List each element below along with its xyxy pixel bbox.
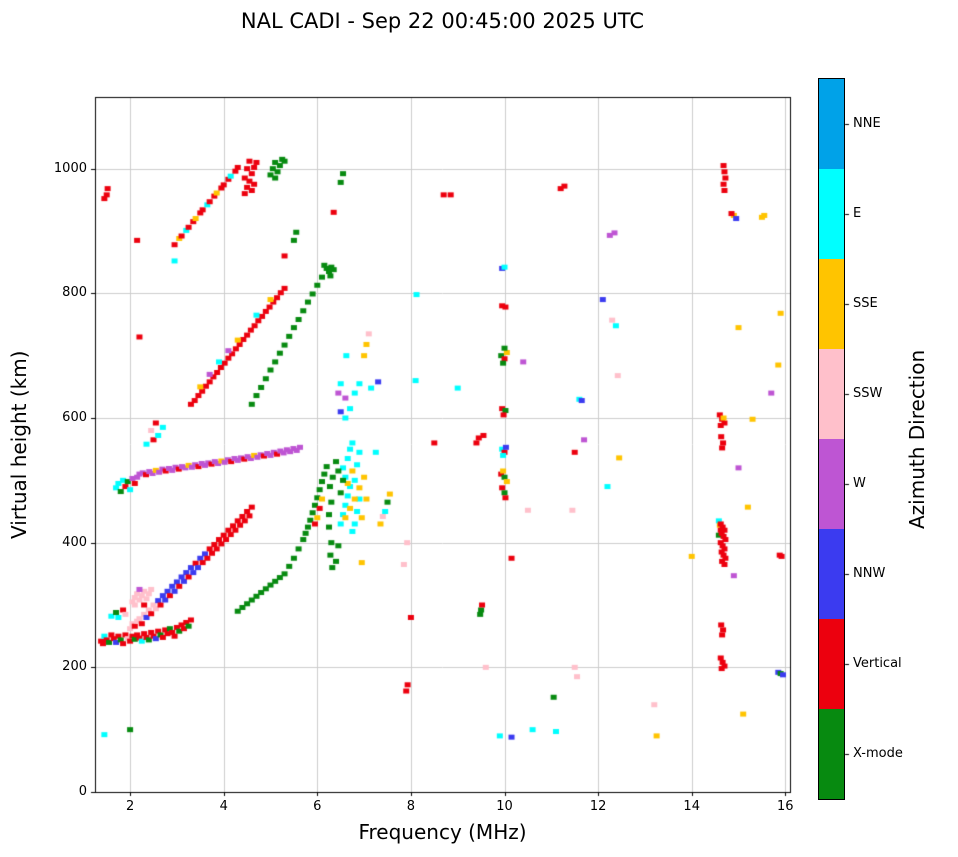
y-axis-label: Virtual height (km) [7, 350, 31, 539]
colorbar-segment-ssw [819, 349, 844, 439]
x-tick-label: 12 [589, 799, 607, 814]
colorbar-tick-label: E [853, 206, 862, 221]
y-tick-label: 0 [78, 784, 87, 799]
colorbar-segment-w [819, 439, 844, 529]
x-tick-label: 4 [219, 799, 228, 814]
colorbar-segment-x-mode [819, 709, 844, 799]
y-tick-label: 400 [62, 534, 87, 550]
colorbar-tick-label: X-mode [853, 746, 903, 761]
colorbar-tick-label: Vertical [853, 656, 902, 671]
y-tick-label: 600 [62, 410, 87, 425]
colorbar-tick-label: NNW [853, 566, 886, 581]
colorbar-segment-nne [819, 79, 844, 169]
x-tick-label: 8 [406, 799, 416, 814]
colorbar-segment-vertical [819, 619, 844, 709]
x-tick-label: 2 [125, 799, 135, 814]
colorbar-segment-sse [819, 259, 844, 349]
colorbar-tick-label: SSW [853, 386, 883, 401]
x-tick-label: 14 [683, 799, 700, 814]
x-tick-label: 6 [313, 799, 322, 814]
x-tick-label: 10 [496, 799, 513, 814]
plot-area [95, 97, 790, 792]
colorbar-segment-e [819, 169, 844, 259]
colorbar [818, 78, 845, 800]
y-tick-label: 200 [62, 659, 87, 675]
colorbar-axis-label: Azimuth Direction [905, 349, 929, 529]
colorbar-tick-label: NNE [853, 116, 881, 131]
colorbar-tick-label: W [853, 476, 866, 491]
chart-title: NAL CADI - Sep 22 00:45:00 2025 UTC [240, 9, 645, 33]
y-tick-label: 800 [62, 285, 87, 301]
y-tick-label: 1000 [53, 160, 87, 176]
colorbar-tick-label: SSE [853, 296, 878, 311]
x-tick-label: 16 [777, 799, 794, 814]
x-axis-label: Frequency (MHz) [358, 820, 527, 844]
colorbar-segment-nnw [819, 529, 844, 619]
